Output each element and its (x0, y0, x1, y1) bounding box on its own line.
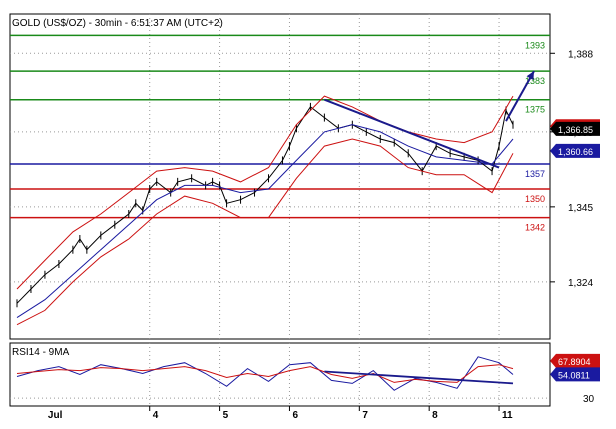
price-tag-label: 1,360.66 (558, 147, 593, 157)
rsi-tag-box (550, 367, 600, 382)
chart-title: GOLD (US$/OZ) - 30min - 6:51:37 AM (UTC+… (12, 18, 223, 29)
level-label: 1375 (525, 105, 545, 115)
rsi-pane-frame (9, 342, 551, 407)
level-label: 1383 (525, 76, 545, 86)
x-tick-label: 8 (432, 410, 438, 421)
series-trend-line (324, 98, 500, 169)
series-moving-average (16, 124, 514, 319)
x-tick-label: Jul (48, 410, 63, 421)
series-projection (505, 70, 535, 122)
rsi-tag-label: 54.0811 (558, 370, 590, 380)
level-label: 1393 (525, 40, 545, 50)
projection-arrowhead (526, 71, 534, 81)
level-label: 1350 (525, 194, 545, 204)
rsi-tag-box (550, 353, 600, 368)
rsi-tag-label: 67.8904 (558, 357, 591, 367)
series-price (16, 106, 514, 304)
level-label: 1357 (525, 169, 545, 179)
price-tag-box (550, 143, 600, 158)
y-tick-label: 1,324 (568, 278, 593, 289)
price-tag-label: 1,366.85 (558, 125, 593, 135)
x-tick-label: 11 (502, 410, 513, 421)
rsi-series-RSI14 (16, 356, 514, 391)
y-tick-label: 1,388 (568, 49, 593, 60)
rsi-y-tick-label: 30 (583, 394, 595, 405)
rsi-series-9MA (16, 364, 514, 383)
x-tick-label: 6 (292, 410, 298, 421)
rsi-series-RSI-trend-line (324, 370, 514, 385)
x-tick-label: 5 (223, 410, 229, 421)
y-tick-label: 1,345 (568, 203, 593, 214)
x-tick-label: 7 (362, 410, 368, 421)
rsi-title: RSI14 - 9MA (12, 347, 70, 358)
level-label: 1342 (525, 223, 545, 233)
series-lower-band (16, 138, 514, 326)
series-upper-band (16, 95, 514, 290)
price-tag-box (550, 121, 600, 136)
x-tick-label: 4 (153, 410, 159, 421)
